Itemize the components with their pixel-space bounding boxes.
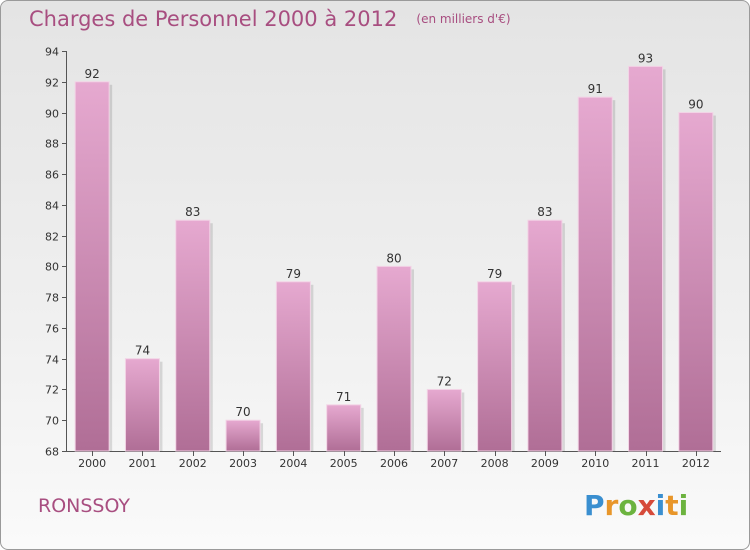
bar — [225, 419, 261, 452]
x-tick-label: 2002 — [179, 457, 207, 470]
logo-letter: i — [655, 489, 666, 522]
x-tick-label: 2003 — [229, 457, 257, 470]
bar — [175, 219, 211, 452]
y-tick-label: 72 — [45, 384, 59, 397]
bar-value-label: 93 — [638, 51, 653, 65]
y-tick-label: 76 — [45, 323, 59, 336]
y-tick-label: 92 — [45, 77, 59, 90]
bar-value-label: 70 — [235, 405, 250, 419]
logo-letter: t — [665, 489, 679, 522]
y-tick-label: 90 — [45, 108, 59, 121]
x-tick-label: 2000 — [78, 457, 106, 470]
x-tick-label: 2005 — [330, 457, 358, 470]
x-tick-label: 2012 — [682, 457, 710, 470]
bar-value-label: 79 — [487, 267, 502, 281]
y-tick-label: 80 — [45, 261, 59, 274]
x-tick-label: 2008 — [481, 457, 509, 470]
bar-value-label: 91 — [588, 82, 603, 96]
chart-subtitle: (en milliers d'€) — [416, 12, 511, 26]
bar — [376, 265, 412, 452]
x-tick-label: 2007 — [430, 457, 458, 470]
y-tick-label: 82 — [45, 231, 59, 244]
bar — [477, 281, 513, 452]
y-tick-label: 94 — [45, 46, 59, 59]
y-tick-label: 74 — [45, 354, 59, 367]
bar — [628, 65, 664, 452]
logo-letter: i — [678, 489, 689, 522]
y-tick-label: 84 — [45, 200, 59, 213]
bar — [577, 96, 613, 452]
y-tick-label: 78 — [45, 292, 59, 305]
bar — [678, 112, 714, 452]
logo-letter: o — [618, 489, 638, 522]
y-tick-label: 70 — [45, 415, 59, 428]
bar — [527, 219, 563, 452]
bar — [275, 281, 311, 452]
x-tick-label: 2010 — [581, 457, 609, 470]
logo-letter: r — [604, 489, 619, 522]
logo-letter: x — [637, 489, 656, 522]
y-tick-label: 86 — [45, 169, 59, 182]
bar — [426, 388, 462, 452]
bar — [124, 358, 160, 452]
bar-value-label: 72 — [437, 374, 452, 388]
y-tick-label: 68 — [45, 446, 59, 459]
x-tick-label: 2009 — [531, 457, 559, 470]
logo-letter: P — [584, 489, 605, 522]
bar — [74, 81, 110, 452]
chart-header: Charges de Personnel 2000 à 2012 (en mil… — [29, 7, 511, 31]
commune-name: RONSSOY — [38, 495, 131, 517]
x-tick-label: 2001 — [128, 457, 156, 470]
bar-value-label: 83 — [537, 205, 552, 219]
x-tick-label: 2006 — [380, 457, 408, 470]
proxiti-logo: Proxiti — [584, 489, 688, 522]
x-tick-label: 2011 — [632, 457, 660, 470]
bar-value-label: 92 — [85, 67, 100, 81]
bar-value-label: 90 — [688, 98, 703, 112]
bar-value-label: 80 — [386, 251, 401, 265]
bar — [326, 404, 362, 452]
bar-value-label: 74 — [135, 344, 150, 358]
x-tick-label: 2004 — [279, 457, 307, 470]
bar-value-label: 83 — [185, 205, 200, 219]
chart-title: Charges de Personnel 2000 à 2012 — [29, 7, 398, 31]
bar-value-label: 79 — [286, 267, 301, 281]
bar-value-label: 71 — [336, 390, 351, 404]
y-tick-label: 88 — [45, 138, 59, 151]
